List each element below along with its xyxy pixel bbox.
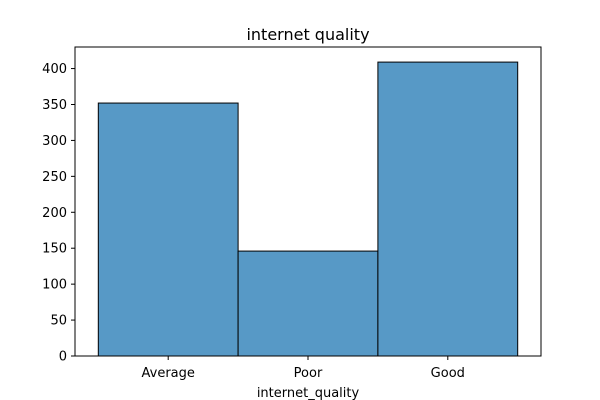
x-tick-label-good: Good [431, 366, 465, 381]
y-tick-label: 50 [50, 314, 67, 329]
x-tick-label-average: Average [142, 366, 195, 381]
y-tick-label: 400 [42, 62, 67, 77]
x-axis-title: internet_quality [257, 386, 360, 400]
bar-average [98, 103, 238, 356]
y-tick-label: 200 [42, 206, 67, 221]
bar-poor [238, 251, 378, 356]
y-tick-label: 250 [42, 170, 67, 185]
y-tick-label: 100 [42, 278, 67, 293]
x-tick-label-poor: Poor [294, 366, 323, 381]
y-tick-label: 0 [59, 350, 67, 365]
y-tick-label: 350 [42, 98, 67, 113]
bar-good [378, 62, 518, 356]
chart-title: internet quality [246, 25, 369, 44]
y-tick-label: 300 [42, 134, 67, 149]
y-tick-label: 150 [42, 242, 67, 257]
